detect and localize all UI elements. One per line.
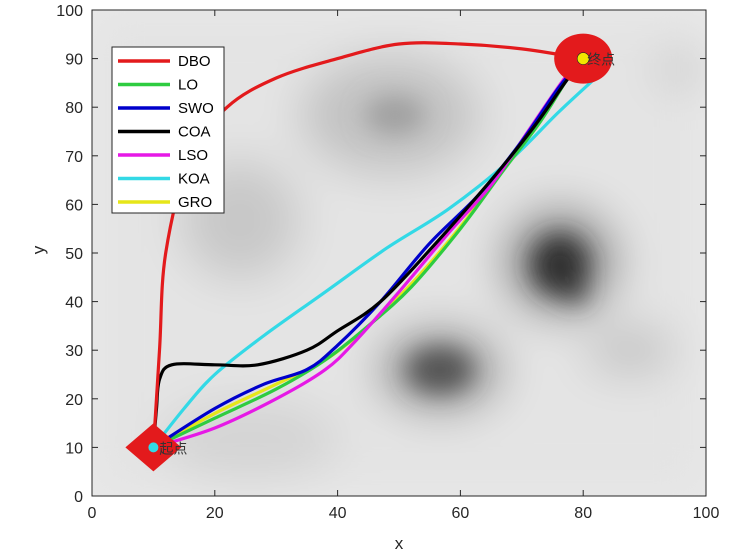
- y-tick-label: 70: [65, 149, 83, 166]
- y-tick-label: 50: [65, 246, 83, 263]
- goal-label: 终点: [587, 53, 615, 69]
- y-tick-label: 30: [65, 343, 83, 360]
- legend-label-coa: COA: [178, 124, 211, 141]
- x-tick-label: 20: [206, 505, 224, 522]
- y-tick-label: 40: [65, 295, 83, 312]
- goal-marker: 终点: [554, 33, 615, 84]
- x-axis: 0 20 40 60 80 100: [88, 10, 720, 522]
- y-tick-label: 20: [65, 392, 83, 409]
- y-tick-label: 0: [74, 489, 83, 506]
- x-tick-label: 80: [574, 505, 592, 522]
- start-point: [148, 442, 159, 453]
- series-line-koa: [151, 76, 598, 449]
- legend-label-koa: KOA: [178, 171, 210, 188]
- y-tick-label: 60: [65, 197, 83, 214]
- legend-label-lo: LO: [178, 77, 198, 94]
- legend: DBO LO SWO COA LSO KOA GRO: [111, 46, 225, 214]
- y-tick-label: 10: [65, 440, 83, 457]
- x-tick-label: 40: [329, 505, 347, 522]
- legend-label-swo: SWO: [178, 100, 214, 117]
- series-line-coa: [151, 57, 585, 449]
- series-line-lo: [151, 57, 585, 449]
- y-tick-label: 100: [56, 3, 83, 20]
- legend-label-lso: LSO: [178, 147, 208, 164]
- y-tick-label: 90: [65, 52, 83, 69]
- series-line-dbo: [151, 41, 585, 449]
- series-layer: [151, 41, 598, 449]
- start-marker: 起点: [125, 423, 187, 472]
- x-tick-label: 100: [693, 505, 720, 522]
- x-tick-label: 60: [452, 505, 470, 522]
- y-axis-label: y: [29, 245, 48, 254]
- y-tick-label: 80: [65, 100, 83, 117]
- legend-label-gro: GRO: [178, 194, 212, 211]
- x-axis-label: x: [395, 534, 404, 553]
- legend-label-dbo: DBO: [178, 53, 211, 70]
- goal-point: [576, 52, 590, 65]
- start-label: 起点: [159, 441, 187, 457]
- y-axis: 0 10 20 30 40 50 60 70 80 90 100: [56, 3, 706, 506]
- x-tick-label: 0: [88, 505, 97, 522]
